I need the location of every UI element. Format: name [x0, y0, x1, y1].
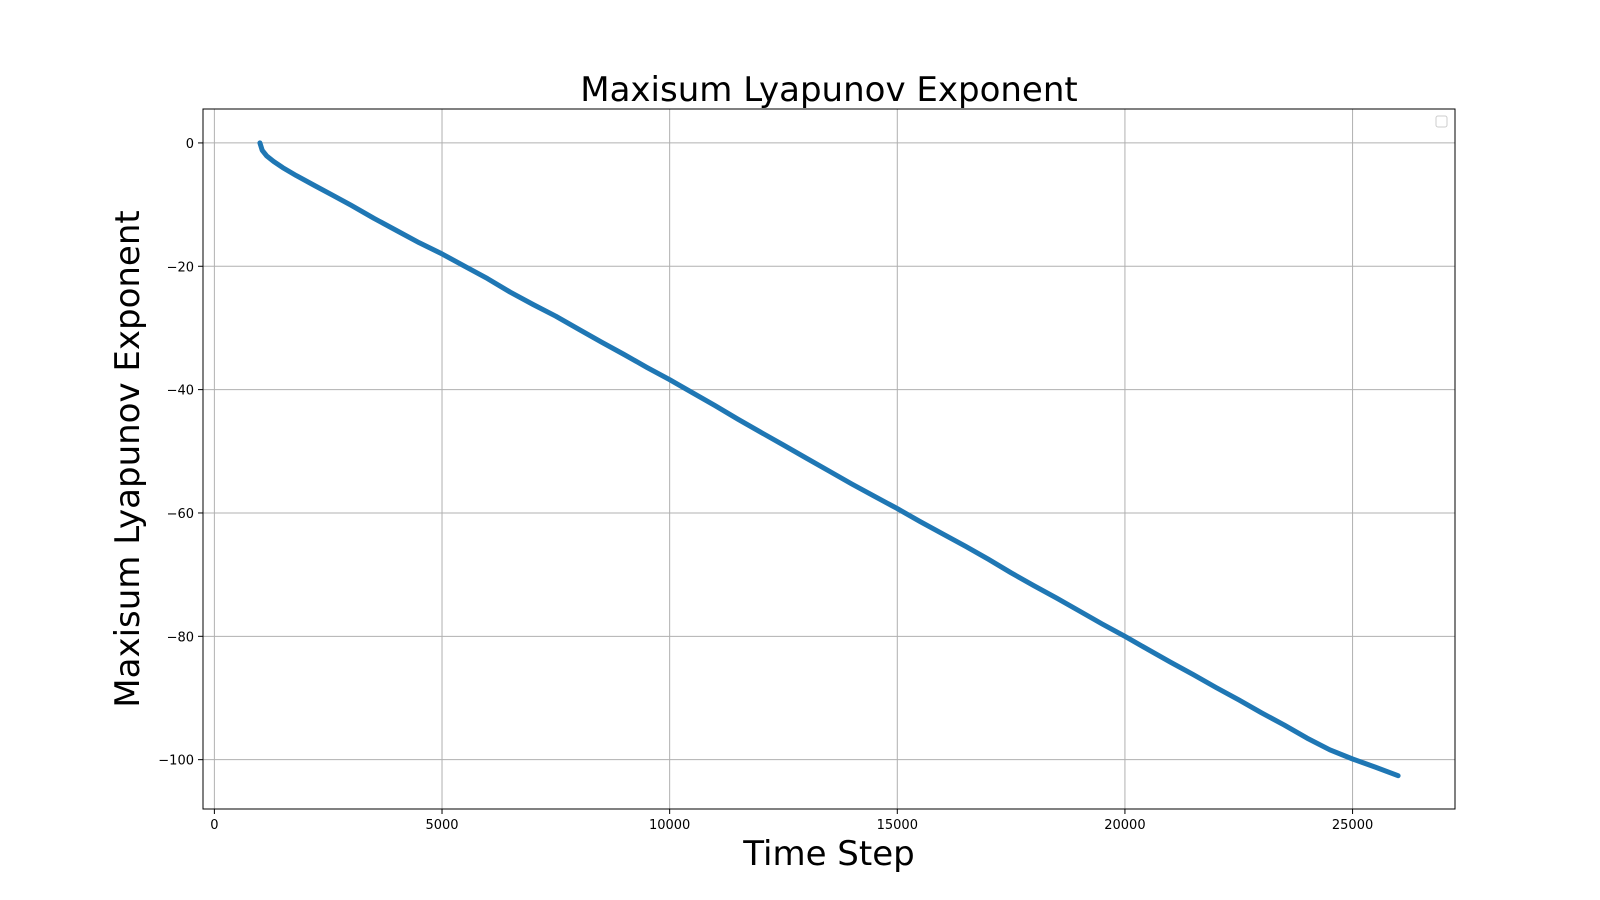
- y-tick-label: −40: [167, 384, 194, 399]
- x-axis-ticks: 0 5000 10000 15000 20000 25000: [210, 809, 1373, 833]
- x-tick-label: 0: [210, 818, 218, 833]
- y-axis-label: Maxisum Lyapunov Exponent: [108, 210, 148, 707]
- x-tick-label: 5000: [425, 818, 458, 833]
- x-tick-label: 25000: [1332, 818, 1373, 833]
- x-tick-label: 15000: [877, 818, 918, 833]
- y-tick-label: −20: [167, 260, 194, 275]
- x-axis-label: Time Step: [742, 834, 914, 874]
- y-tick-label: −80: [167, 630, 194, 645]
- y-tick-label: −100: [158, 754, 194, 769]
- series-line: [257, 140, 1401, 779]
- y-axis-ticks: 0 −20 −40 −60 −80 −100: [158, 137, 203, 769]
- grid-lines: [203, 109, 1455, 809]
- series-layer: [257, 140, 1401, 779]
- y-tick-label: 0: [186, 137, 194, 152]
- legend-box: [1435, 115, 1448, 128]
- plot-frame: [202, 108, 1456, 810]
- x-tick-label: 10000: [649, 818, 690, 833]
- chart-title: Maxisum Lyapunov Exponent: [580, 70, 1077, 110]
- y-tick-label: −60: [167, 507, 194, 522]
- x-tick-label: 20000: [1104, 818, 1145, 833]
